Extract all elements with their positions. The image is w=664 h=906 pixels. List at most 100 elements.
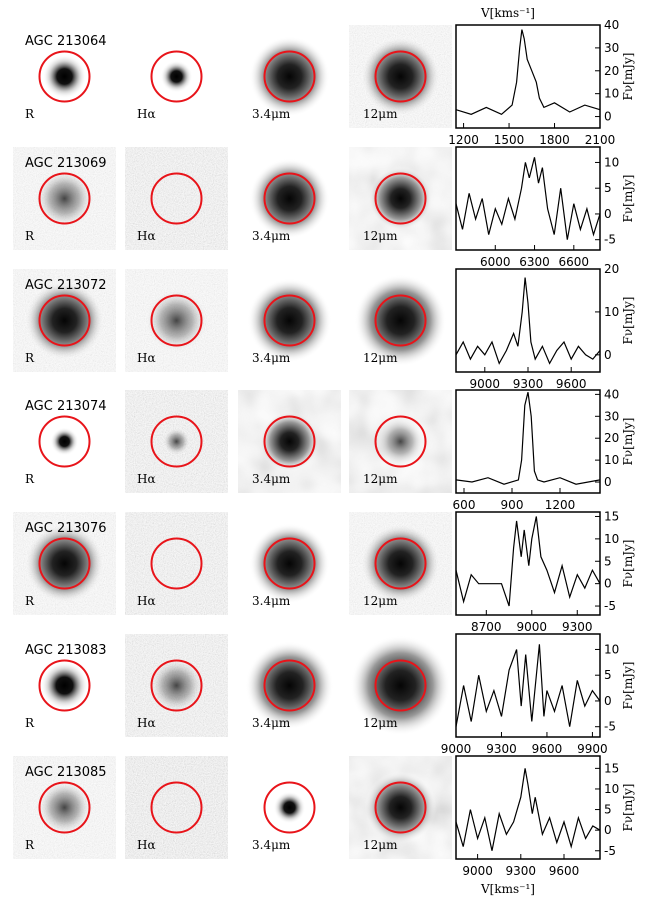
row-2: R Hα 3.4μm 12μm AGC 213069 -5 0 5 10 6000 6300 6600… [13,146,635,269]
flux-axis-label: Fν[mJy] [621,175,635,223]
aperture-circle [263,172,316,225]
y-tick-label: 10 [604,782,619,796]
y-tick-label: 40 [604,387,619,401]
galaxy-emission [42,54,87,99]
aperture-circle [150,537,203,590]
image-panel-halpha: Hα [125,756,228,859]
galaxy-name: AGC 213064 [25,34,107,49]
x-tick-label: 1200 [448,133,479,147]
spectrum-plot: 0 10 20 9000 9300 9600 Fν[mJy] [455,262,635,391]
image-panel-w3: 12μm [349,634,452,737]
y-tick-label: -5 [604,233,616,247]
y-tick-label: 10 [604,155,619,169]
y-tick-label: -5 [604,599,616,613]
aperture-circle [263,294,316,347]
flux-axis-label: Fν[mJy] [621,540,635,588]
x-tick-label: 9300 [513,377,544,391]
y-tick-label: 10 [604,532,619,546]
band-label: Hα [137,351,156,365]
band-label: 3.4μm [252,229,291,243]
y-tick-label: 15 [604,509,619,523]
band-label: 3.4μm [252,107,291,121]
y-tick-label: 0 [604,348,612,362]
x-tick-label: 8700 [471,620,502,634]
flux-axis-label: Fν[mJy] [621,662,635,710]
aperture-circle [150,659,203,712]
spectrum-plot: 0 10 20 30 40 600 900 1200 Fν[mJy] [453,387,635,512]
row-1: R Hα 3.4μm 12μm AGC 213064 0 10 20 30 40 1200 1500 1… [13,18,635,147]
plot-frame [455,24,601,129]
y-tick-label: 5 [604,803,612,817]
image-panel-w1: 3.4μm [238,634,341,737]
x-tick-label: 1800 [539,133,570,147]
y-tick-label: 0 [604,207,612,221]
aperture-circle [263,415,316,468]
galaxy-emission [368,166,433,231]
bottom-axis-label: V[kms⁻¹] [480,882,535,896]
galaxy-emission [376,417,425,466]
band-label: 12μm [363,594,398,608]
image-panel-r: R [13,269,116,372]
x-tick-label: 9300 [562,620,593,634]
image-panel-halpha: Hα [125,634,228,737]
y-tick-label: 5 [604,668,612,682]
galaxy-emission [360,523,441,604]
galaxy-emission [360,36,441,117]
galaxy-emission [36,779,93,836]
aperture-circle [38,294,91,347]
x-tick-label: 9000 [441,742,472,756]
y-tick-label: 20 [604,431,619,445]
galaxy-name: AGC 213083 [25,643,107,658]
band-label: 3.4μm [252,716,291,730]
aperture-circle [263,537,316,590]
aperture-circle [374,50,427,103]
galaxy-emission [162,427,191,456]
spectrum-line [455,29,601,116]
spectrum-line [455,516,601,607]
x-tick-label: 900 [501,498,524,512]
galaxy-emission [160,60,193,93]
band-label: Hα [137,229,156,243]
spectrum-plot: -5 0 5 10 6000 6300 6600 Fν[mJy] [455,146,635,269]
band-label: R [25,594,35,608]
x-tick-label: 1500 [494,133,525,147]
aperture-circle [374,659,427,712]
aperture-circle [38,50,91,103]
aperture-circle [263,659,316,712]
band-label: 12μm [363,107,398,121]
aperture-circle [374,537,427,590]
image-panel-w3: 12μm [349,756,452,859]
galaxy-name: AGC 213069 [25,156,107,171]
aperture-circle [38,781,91,834]
aperture-circle [150,172,203,225]
galaxy-emission [245,641,334,730]
y-tick-label: 5 [604,554,612,568]
image-panel-w3: 12μm [349,512,452,615]
y-tick-label: 30 [604,409,619,423]
plot-frame [455,755,601,860]
image-panel-halpha: Hα [125,25,228,128]
galaxy-name: AGC 213085 [25,765,107,780]
y-tick-label: 15 [604,761,619,775]
y-tick-label: 20 [604,262,619,276]
image-panel-halpha: Hα [125,390,228,493]
plot-frame [455,389,601,494]
galaxy-emission [24,523,105,604]
x-tick-label: 9000 [462,864,493,878]
x-tick-label: 9600 [549,864,580,878]
spectrum-plot: 0 10 20 30 40 1200 1500 1800 2100 Fν[mJy] [448,18,635,147]
y-tick-label: 0 [604,475,612,489]
band-label: R [25,716,35,730]
image-panel-r: R [13,756,116,859]
galaxy-emission [34,168,95,229]
aperture-circle [38,537,91,590]
band-label: Hα [137,716,156,730]
image-panel-r: R [13,390,116,493]
x-tick-label: 9300 [506,864,537,878]
x-tick-label: 9600 [532,742,563,756]
aperture-circle [374,172,427,225]
spectrum-line [455,644,601,727]
image-panel-r: R [13,147,116,250]
image-panel-w1: 3.4μm [238,390,341,493]
aperture-circle [263,50,316,103]
